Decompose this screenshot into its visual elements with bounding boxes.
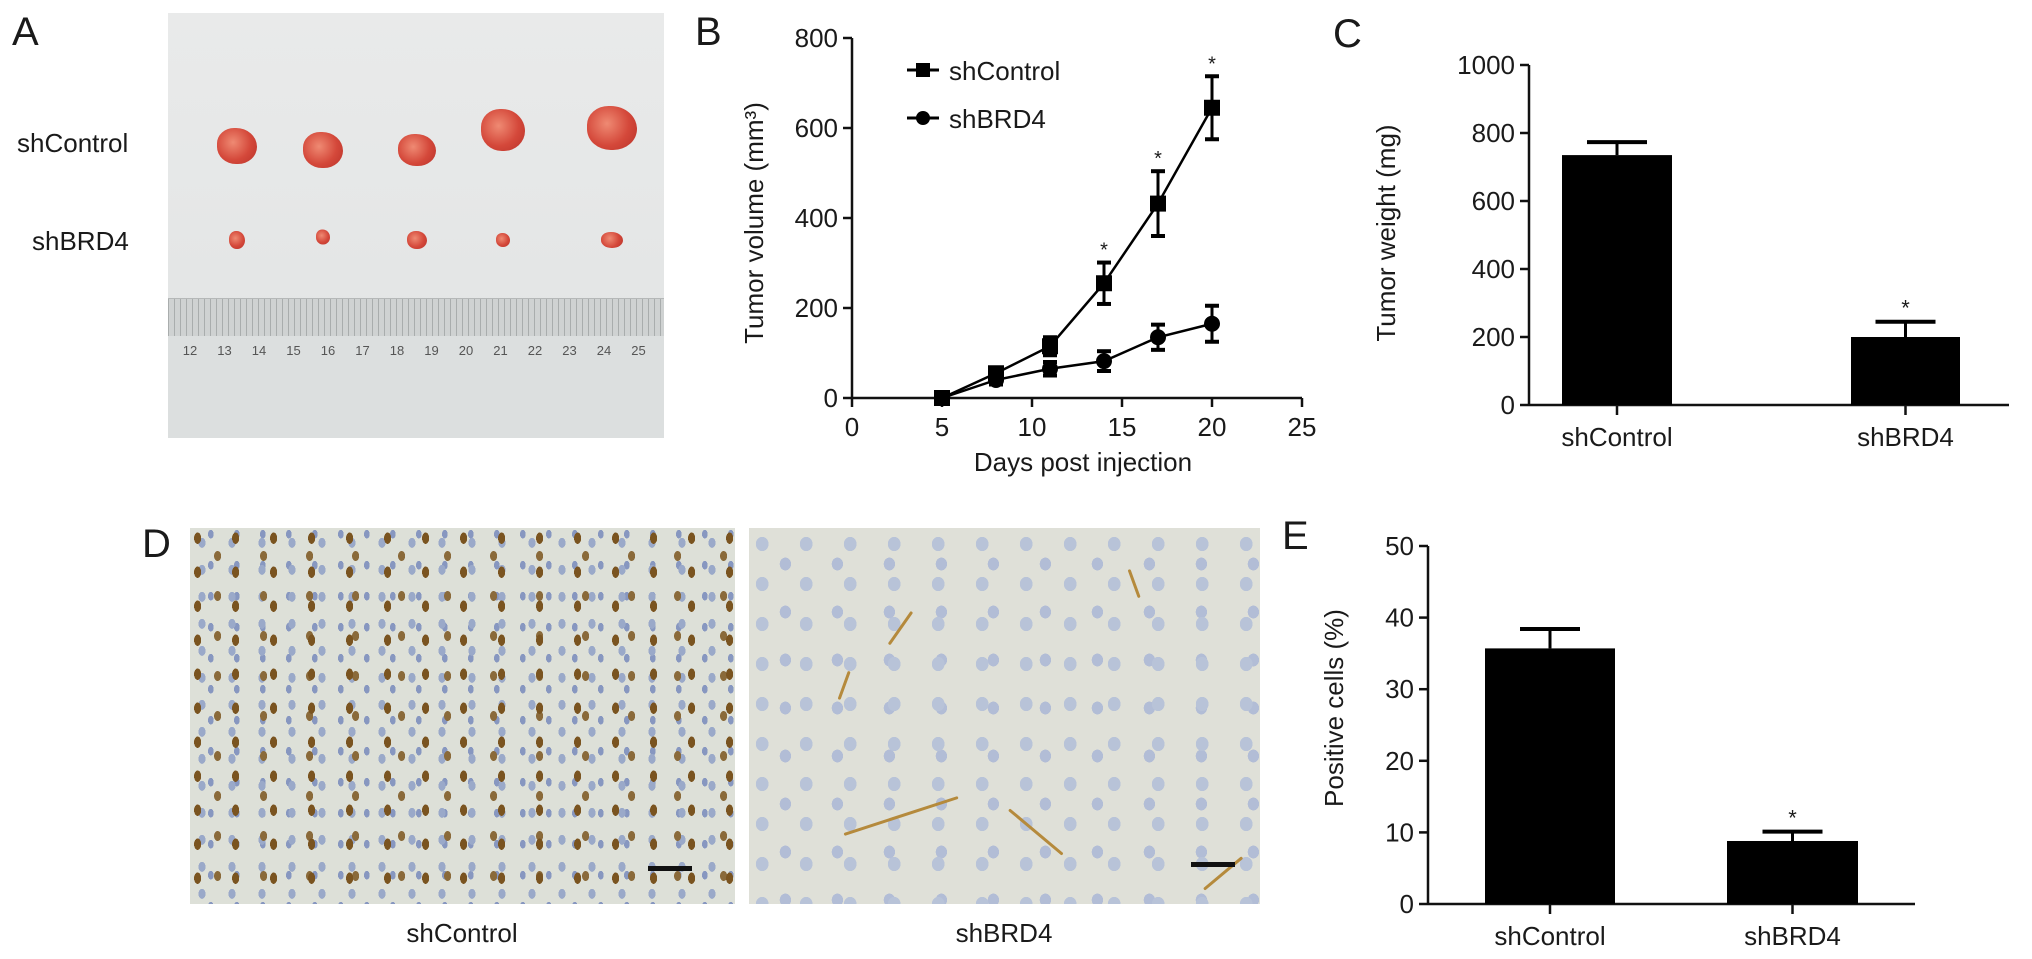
row-label-shbrd4: shBRD4 [32, 226, 129, 256]
y-axis-label: Tumor weight (mg) [1371, 124, 1401, 341]
y-tick-label: 0 [1501, 390, 1515, 420]
ruler-number: 18 [389, 343, 405, 358]
x-tick-label: shBRD4 [1857, 422, 1954, 452]
y-tick-label: 800 [795, 23, 838, 53]
data-point-shBRD4 [1042, 360, 1058, 377]
tumor-shcontrol [481, 109, 525, 151]
significance-mark: * [1154, 148, 1162, 170]
data-point-shBRD4 [1096, 353, 1112, 370]
image-label-shbrd4: shBRD4 [955, 918, 1053, 948]
y-tick-label: 600 [795, 113, 838, 143]
y-axis-label: Tumor volume (mm³) [739, 102, 769, 344]
x-tick-label: 5 [935, 412, 949, 442]
significance-mark: * [1901, 296, 1910, 321]
data-point-shControl [1150, 195, 1166, 212]
legend-label: shBRD4 [949, 104, 1046, 134]
panel-label-c: C [1333, 12, 1362, 56]
tumor-shcontrol [217, 128, 257, 164]
y-tick-label: 0 [824, 383, 838, 413]
tumor-shbrd4 [316, 229, 330, 245]
legend-marker-circle [916, 111, 930, 125]
y-tick-label: 800 [1472, 118, 1515, 148]
series-line-shBRD4 [941, 322, 1213, 400]
panel-label-d: D [142, 522, 171, 566]
panel-label-e: E [1282, 514, 1309, 558]
significance-mark: * [1208, 53, 1216, 75]
ihc-image-shcontrol [190, 528, 735, 904]
x-tick-label: shBRD4 [1744, 921, 1841, 951]
x-tick-label: 0 [845, 412, 859, 442]
tumor-shcontrol [303, 132, 343, 168]
scale-bar [1191, 862, 1235, 867]
bar-shControl [1562, 155, 1672, 405]
tumor-shcontrol [398, 134, 436, 166]
legend-marker-square [916, 63, 930, 77]
series-line-shControl [941, 107, 1214, 400]
y-tick-label: 10 [1385, 817, 1414, 847]
ruler-number: 22 [527, 343, 543, 358]
row-label-shcontrol: shControl [17, 128, 129, 158]
ihc-image-shbrd4 [749, 528, 1260, 904]
ruler-number: 17 [355, 343, 370, 358]
data-point-shControl [1204, 99, 1220, 116]
y-tick-label: 200 [1472, 322, 1515, 352]
y-tick-label: 1000 [1457, 50, 1515, 80]
x-axis-label: Days post injection [974, 447, 1192, 477]
data-point-shControl [1096, 275, 1112, 292]
image-label-shcontrol: shControl [406, 918, 518, 948]
ruler-number: 21 [493, 343, 508, 358]
ruler-number: 25 [631, 343, 646, 358]
data-point-shBRD4 [1204, 315, 1220, 332]
panel-label-b: B [695, 10, 722, 54]
legend-label: shControl [949, 56, 1060, 86]
y-tick-label: 50 [1385, 531, 1414, 561]
y-tick-label: 0 [1400, 889, 1414, 919]
y-tick-label: 40 [1385, 603, 1414, 633]
ruler-number: 12 [182, 343, 198, 358]
ruler-number: 16 [320, 343, 336, 358]
bar-shBRD4 [1727, 840, 1858, 904]
data-point-shControl [1042, 338, 1058, 355]
y-tick-label: 400 [1472, 254, 1515, 284]
significance-mark: * [1100, 240, 1108, 262]
x-tick-label: 20 [1198, 412, 1227, 442]
tumor-shbrd4 [407, 231, 427, 249]
tumor-shbrd4 [496, 233, 510, 247]
x-tick-label: 15 [1108, 412, 1137, 442]
tumor-shcontrol [587, 106, 637, 150]
bar-shControl [1485, 648, 1615, 904]
bar-shBRD4 [1851, 337, 1960, 405]
ruler-number: 14 [251, 343, 267, 358]
ruler-number: 15 [286, 343, 301, 358]
x-tick-label: 25 [1288, 412, 1317, 442]
x-tick-label: 10 [1018, 412, 1047, 442]
y-tick-label: 200 [795, 293, 838, 323]
x-tick-label: shControl [1494, 921, 1605, 951]
y-tick-label: 400 [795, 203, 838, 233]
significance-mark: * [1788, 806, 1797, 831]
data-point-shBRD4 [988, 372, 1004, 388]
y-tick-label: 20 [1385, 746, 1414, 776]
scale-bar [648, 866, 692, 871]
ruler [168, 298, 664, 337]
ruler-body [168, 336, 664, 438]
tumor-shbrd4 [601, 232, 623, 248]
y-axis-label: Positive cells (%) [1319, 609, 1349, 807]
ruler-number: 20 [458, 343, 474, 358]
panel-label-a: A [12, 10, 39, 54]
tumor-photo: 121314151617181920212223242526 [168, 13, 664, 438]
ruler-number: 13 [217, 343, 232, 358]
y-tick-label: 30 [1385, 674, 1414, 704]
y-tick-label: 600 [1472, 186, 1515, 216]
x-tick-label: shControl [1561, 422, 1672, 452]
tumor-shbrd4 [229, 231, 245, 249]
ruler-number: 23 [562, 343, 577, 358]
ruler-number: 19 [424, 343, 439, 358]
data-point-shBRD4 [934, 390, 950, 406]
data-point-shBRD4 [1150, 329, 1166, 346]
ruler-number: 24 [596, 343, 612, 358]
